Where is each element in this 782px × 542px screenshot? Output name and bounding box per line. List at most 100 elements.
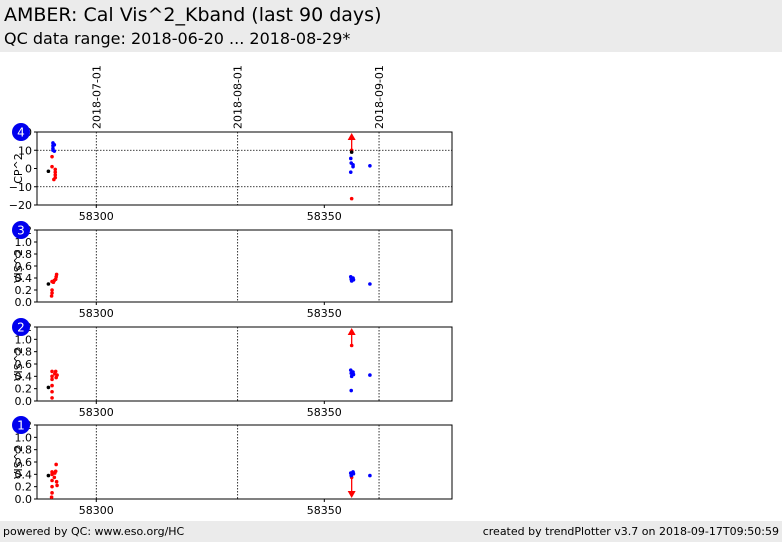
- data-point: [351, 164, 355, 169]
- data-point: [52, 177, 56, 182]
- data-point: [52, 142, 57, 147]
- data-point: [46, 282, 51, 286]
- data-point: [49, 294, 54, 298]
- date-marker-label: 2018-07-01: [90, 65, 103, 129]
- data-point: [351, 471, 356, 476]
- header-bar: AMBER: Cal Vis^2_Kband (last 90 days) QC…: [0, 0, 782, 52]
- y-tick-label: 10: [18, 144, 32, 157]
- y-tick-label: 0.8: [15, 346, 33, 359]
- data-point: [50, 491, 54, 495]
- data-point: [368, 163, 372, 168]
- y-tick-label: −20: [9, 199, 32, 212]
- panel-number-label: 1: [17, 419, 25, 433]
- data-point: [50, 154, 54, 159]
- data-point: [46, 169, 51, 174]
- panel-frame: [36, 424, 453, 500]
- data-point: [52, 149, 57, 153]
- y-tick-label: 0.2: [15, 284, 33, 297]
- data-point: [53, 173, 58, 177]
- data-point: [55, 373, 59, 377]
- y-tick-label: 1.0: [15, 431, 33, 444]
- y-tick-label: 0: [25, 163, 32, 176]
- data-point: [53, 170, 58, 174]
- y-tick-label: 1.0: [15, 333, 33, 346]
- y-tick-label: 0.4: [15, 272, 33, 285]
- data-point: [348, 156, 353, 161]
- y-tick-label: 0.6: [15, 358, 33, 371]
- x-tick-label: 58300: [79, 406, 114, 419]
- panel-number-label: 2: [17, 321, 25, 335]
- data-point: [53, 469, 58, 474]
- data-point: [53, 167, 58, 172]
- panel-number-badge: [12, 221, 30, 239]
- panel-number-label: 4: [17, 126, 25, 140]
- y-tick-label: 0.0: [15, 493, 33, 506]
- x-tick-label: 58350: [307, 406, 342, 419]
- data-point: [351, 278, 356, 282]
- data-point: [54, 462, 58, 467]
- data-point: [50, 383, 54, 388]
- y-tick-label: 0.4: [15, 370, 33, 383]
- data-point: [348, 170, 353, 174]
- out-of-range-arrow: [347, 133, 356, 140]
- data-point: [50, 164, 54, 169]
- panel-number-badge: [12, 416, 30, 434]
- panel-number-label: 3: [17, 224, 25, 238]
- footer-powered-by: powered by QC: www.eso.org/HC: [3, 525, 185, 538]
- page-title: AMBER: Cal Vis^2_Kband (last 90 days): [4, 4, 382, 26]
- y-tick-label: 0.8: [15, 444, 33, 457]
- data-point: [349, 388, 354, 393]
- y-axis-label: VIS^2: [12, 347, 25, 381]
- y-tick-label: 0.6: [15, 456, 33, 469]
- panel-frame: [36, 326, 453, 402]
- data-point: [50, 484, 54, 489]
- data-point: [52, 475, 57, 480]
- data-point: [53, 369, 58, 374]
- y-tick-label: 0.0: [15, 296, 33, 309]
- panel-frame: [36, 131, 453, 206]
- data-point: [46, 473, 51, 478]
- footer-bar: powered by QC: www.eso.org/HC created by…: [0, 521, 782, 542]
- y-tick-label: 0.4: [15, 468, 33, 481]
- data-point: [368, 373, 372, 377]
- data-point: [54, 479, 59, 484]
- x-tick-label: 58300: [79, 504, 114, 517]
- x-tick-label: 58350: [307, 210, 342, 223]
- y-tick-label: 1.0: [15, 236, 33, 249]
- data-point: [50, 288, 54, 292]
- data-point: [351, 372, 356, 377]
- data-point: [50, 377, 54, 382]
- data-point: [50, 369, 54, 374]
- y-axis-label: CP^2: [12, 153, 25, 184]
- y-tick-label: 0.6: [15, 260, 33, 273]
- data-point: [51, 280, 56, 285]
- footer-created-by: created by trendPlotter v3.7 on 2018-09-…: [482, 525, 779, 538]
- x-tick-label: 58350: [307, 307, 342, 320]
- data-point: [54, 272, 59, 277]
- data-point: [50, 472, 54, 477]
- date-marker-label: 2018-08-01: [232, 65, 245, 129]
- data-point: [368, 282, 372, 286]
- x-tick-label: 58350: [307, 504, 342, 517]
- x-tick-label: 58300: [79, 307, 114, 320]
- y-tick-label: 0.2: [15, 481, 33, 494]
- data-point: [50, 291, 54, 295]
- data-point: [50, 470, 54, 474]
- y-tick-label: 0.2: [15, 383, 33, 396]
- data-point: [55, 483, 59, 488]
- data-point: [46, 385, 51, 390]
- out-of-range-arrow: [347, 328, 356, 335]
- y-axis-label: VIS^2: [12, 249, 25, 283]
- x-tick-label: 58300: [79, 210, 114, 223]
- y-axis-label: VIS^2: [12, 445, 25, 479]
- data-point: [49, 495, 54, 499]
- data-point: [368, 473, 372, 478]
- date-marker-label: 2018-09-01: [373, 65, 386, 129]
- page-subtitle: QC data range: 2018-06-20 ... 2018-08-29…: [4, 29, 351, 48]
- data-point: [349, 150, 354, 154]
- data-point: [50, 396, 54, 400]
- y-tick-label: −10: [9, 181, 32, 194]
- data-point: [50, 374, 54, 379]
- panel-number-badge: [12, 318, 30, 336]
